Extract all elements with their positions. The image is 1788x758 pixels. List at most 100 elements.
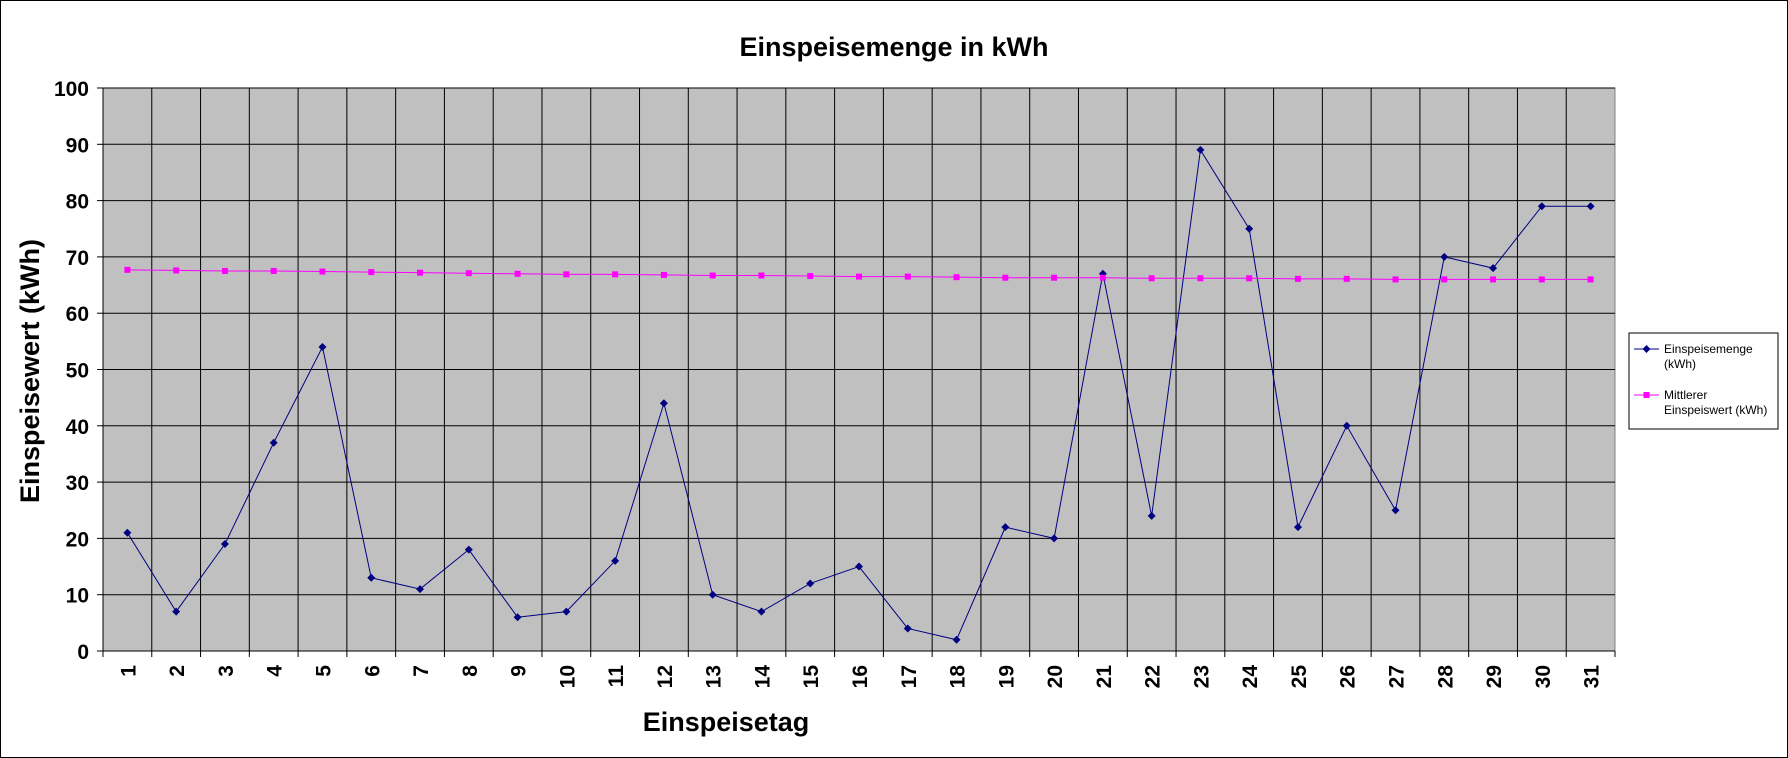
data-point [1343,275,1350,282]
x-tick-label: 17 [898,665,921,688]
data-point [758,272,765,279]
data-point [1391,506,1400,515]
y-tick-label: 0 [77,641,89,664]
data-point [465,270,472,277]
data-point [1148,275,1155,282]
data-point [953,274,960,281]
x-tick-label: 10 [556,665,579,688]
data-point [612,271,619,278]
data-point [172,607,181,616]
data-point [709,272,716,279]
data-point [464,545,473,554]
x-tick-label: 31 [1581,665,1604,689]
data-point [318,342,327,351]
y-tick-label: 20 [66,528,89,551]
data-point [514,270,521,277]
x-tick-label: 14 [751,665,774,689]
x-tick-label: 22 [1142,665,1165,688]
x-tick-label: 13 [703,665,726,688]
data-point [1245,224,1254,233]
series-layer [123,145,1595,644]
data-point [1001,523,1010,532]
y-tick-label: 50 [66,360,89,383]
x-tick-label: 29 [1483,665,1506,688]
data-point [270,267,277,274]
data-point [659,399,668,408]
data-point [1196,145,1205,154]
axes [97,87,1616,657]
data-point [1342,421,1351,430]
x-tick-label: 16 [849,665,872,688]
legend-label: (kWh) [1664,357,1696,371]
data-point [1050,534,1059,543]
data-point [1294,275,1301,282]
x-tick-label: 24 [1239,665,1262,689]
x-tick-label: 2 [166,665,189,677]
legend-label: Einspeiswert (kWh) [1664,403,1767,417]
data-point [1392,276,1399,283]
x-tick-label: 30 [1532,665,1555,688]
x-tick-label: 23 [1190,665,1213,688]
x-tick-label: 4 [264,665,287,677]
data-point [1587,276,1594,283]
legend-marker [1642,345,1651,353]
data-point [1490,276,1497,283]
data-point [563,271,570,278]
x-axis-title: Einspeisetag [643,707,810,737]
data-point [220,540,229,549]
x-tick-label: 1 [117,665,140,677]
data-point [1197,275,1204,282]
x-tick-label: 5 [312,665,335,677]
data-point [513,613,522,622]
data-point [1246,275,1253,282]
data-point [562,607,571,616]
data-point [173,267,180,274]
data-point [611,556,620,565]
legend-label: Einspeisemenge [1664,342,1753,356]
data-point [904,273,911,280]
legend-label: Mittlerer [1664,388,1707,402]
x-tick-label: 20 [1044,665,1067,688]
legend: Einspeisemenge(kWh) MittlererEinspeiswert… [1628,332,1779,430]
y-tick-label: 40 [66,416,89,439]
y-tick-label: 90 [66,134,89,157]
data-point [807,273,814,280]
gridlines [103,87,1615,651]
data-point [368,269,375,276]
data-point [1537,202,1546,211]
data-point [1538,276,1545,283]
data-point [708,590,717,599]
x-tick-label: 18 [947,665,970,689]
data-point [855,562,863,571]
x-tick-label: 8 [459,665,482,677]
data-point [124,266,131,273]
x-tick-label: 26 [1337,665,1360,688]
data-point [269,438,278,447]
data-point [1002,274,1009,281]
data-point [952,635,961,644]
x-tick-label: 25 [1288,665,1311,689]
x-tick-labels: 1 2 3 4 5 6 7 8 9 10 11 12 13 14 15 16 17 18 19 20 21 22 23 24 2… [117,665,1603,689]
x-tick-label: 15 [800,665,823,689]
data-point [221,267,228,274]
y-tick-label: 80 [66,191,89,214]
legend-marker [1643,392,1650,398]
x-tick-label: 3 [215,665,238,677]
x-tick-label: 11 [605,665,628,688]
y-tick-label: 10 [66,585,89,608]
x-tick-label: 21 [1093,665,1116,689]
y-tick-label: 30 [66,472,89,495]
data-point [757,607,766,616]
series-2 [124,266,1594,283]
data-point [319,268,326,275]
y-axis-title: Einspeisewert (kWh) [15,239,45,503]
data-point [123,528,132,537]
data-point [1441,276,1448,283]
data-point [660,271,667,278]
data-point [1440,252,1449,261]
y-tick-label: 100 [54,78,89,101]
data-point [417,269,424,276]
data-point [1293,523,1302,532]
